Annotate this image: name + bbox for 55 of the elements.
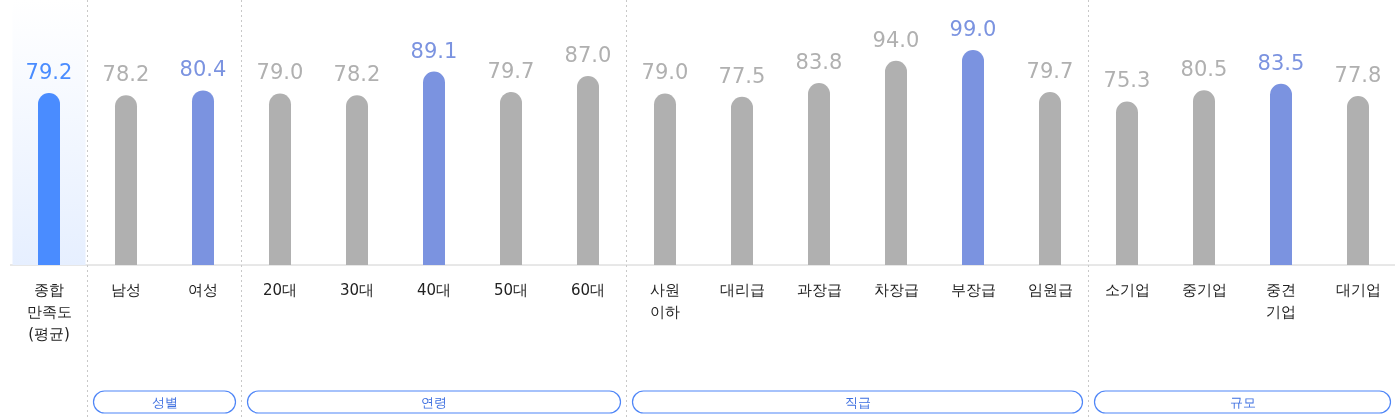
bar [1347,96,1369,265]
data-label: 79.2 [25,60,73,84]
data-label: 79.7 [1026,58,1074,83]
bar [269,93,291,265]
x-tick-label: 30대 [339,281,375,299]
x-tick-label: 40대 [416,281,452,299]
x-tick-label: 부장급 [950,281,996,299]
data-label: 87.0 [564,43,612,68]
data-label: 80.5 [1180,57,1228,82]
x-tick-label: 여성 [188,281,218,299]
data-label: 75.3 [1103,68,1151,93]
data-label: 78.2 [333,62,381,87]
bar [1193,90,1215,265]
x-tick-label: 남성 [111,281,141,299]
text: 연령 [421,395,447,410]
x-tick-label: 종합 만족도 (평균) [26,281,72,343]
data-label: 79.0 [641,60,689,85]
x-tick-label: 임원급 [1027,281,1073,299]
text: 규모 [1229,395,1256,410]
x-tick-label: 대리급 [719,281,765,299]
x-tick-label: 과장급 [796,281,842,299]
text: 성별 [151,395,178,410]
bar [346,95,368,265]
bar [885,60,907,265]
data-label: 94.0 [872,27,920,52]
data-label: 83.8 [795,50,843,75]
x-tick-label: 50대 [493,281,529,299]
bar [1116,101,1138,265]
bar [962,50,984,265]
bar [731,96,753,265]
data-label: 78.2 [102,62,150,87]
data-label: 79.7 [487,58,535,83]
data-label: 80.4 [179,57,227,82]
bar [654,93,676,265]
x-tick-label: 중기업 [1181,281,1227,299]
data-label: 83.5 [1257,50,1305,75]
x-tick-label: 중견 기업 [1266,281,1296,321]
x-tick-label: 소기업 [1104,281,1150,299]
x-tick-label: 20대 [262,281,298,299]
data-label: 99.0 [949,17,997,41]
bar [423,71,445,265]
data-label: 77.8 [1334,63,1382,88]
bar [1270,83,1292,265]
x-tick-label: 60대 [570,281,606,299]
bar [500,91,522,265]
text: 직급 [844,395,871,410]
data-label: 79.0 [256,60,304,85]
bar [1039,91,1061,265]
bar [577,76,599,265]
data-label: 77.5 [718,63,766,88]
data-label: 89.1 [410,38,458,63]
x-tick-label: 사원 이하 [650,281,680,321]
x-tick-label: 대기업 [1335,281,1381,299]
x-tick-label: 차장급 [873,281,919,299]
bar [808,83,830,265]
